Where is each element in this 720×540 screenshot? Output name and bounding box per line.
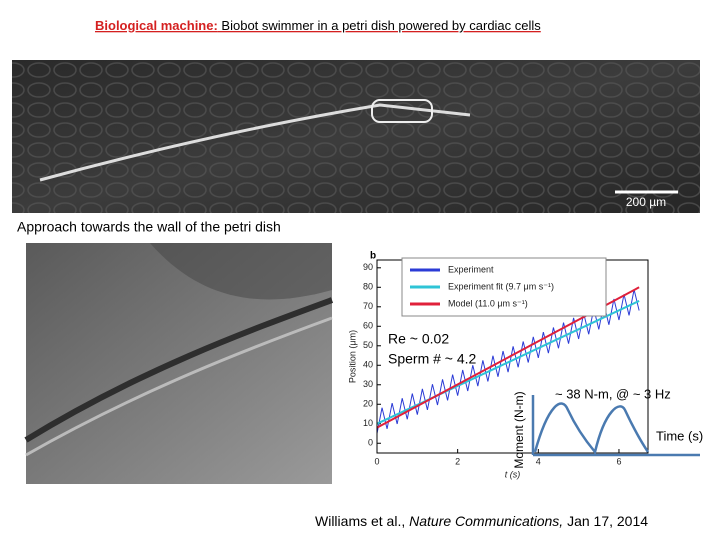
legend-label: Experiment fit (9.7 μm s⁻¹) bbox=[448, 281, 554, 291]
caption: Approach towards the wall of the petri d… bbox=[17, 219, 281, 235]
y-tick-label: 50 bbox=[363, 340, 373, 350]
swimmer-head bbox=[371, 99, 433, 123]
y-tick-label: 30 bbox=[363, 379, 373, 389]
legend-label: Experiment bbox=[448, 264, 494, 274]
annotation: Sperm # ~ 4.2 bbox=[388, 351, 477, 367]
x-tick-label: 2 bbox=[455, 456, 460, 466]
title-label-text: Biological machine: bbox=[95, 18, 218, 33]
chart: b 0 10 20 30 40 50 60 70 80 90 0 2 4 6 Position (μm) t (… bbox=[347, 251, 703, 480]
y-tick-label: 10 bbox=[363, 418, 373, 428]
x-tick-label: 6 bbox=[616, 456, 621, 466]
annotation: Re ~ 0.02 bbox=[388, 331, 449, 347]
inset-ylabel: Moment (N-m) bbox=[512, 391, 526, 468]
inset-title: ~ 38 N-m, @ ~ 3 Hz bbox=[555, 386, 671, 401]
x-axis-label: t (s) bbox=[505, 469, 521, 479]
y-tick-label: 60 bbox=[363, 321, 373, 331]
y-tick-label: 20 bbox=[363, 399, 373, 409]
y-tick-label: 0 bbox=[368, 438, 373, 448]
y-tick-label: 90 bbox=[363, 262, 373, 272]
citation-date: Jan 17, 2014 bbox=[563, 513, 648, 529]
y-tick-label: 80 bbox=[363, 282, 373, 292]
wall-edge bbox=[24, 297, 334, 443]
swimmer bbox=[39, 103, 471, 182]
legend-label: Model (11.0 μm s⁻¹) bbox=[448, 298, 528, 308]
y-tick-label: 40 bbox=[363, 360, 373, 370]
inset-curve bbox=[533, 402, 650, 455]
citation-journal: Nature Communications, bbox=[409, 513, 563, 529]
title-label: Biological machine: Biobot swimmer in a … bbox=[95, 18, 541, 33]
title: Biobot swimmer in a petri dish powered b… bbox=[218, 18, 541, 33]
inset-xlabel: Time (s) bbox=[656, 428, 703, 443]
y-axis-label: Position (μm) bbox=[347, 330, 357, 383]
wall-edge-light bbox=[25, 316, 333, 457]
x-tick-label: 0 bbox=[374, 456, 379, 466]
y-tick-label: 70 bbox=[363, 301, 373, 311]
wall-shadow bbox=[150, 243, 332, 300]
cell-texture bbox=[12, 60, 700, 213]
panel-label: b bbox=[370, 251, 376, 262]
x-tick-label: 4 bbox=[536, 456, 541, 466]
scale-bar-label: 200 µm bbox=[626, 195, 666, 209]
citation: Williams et al., Nature Communications, … bbox=[315, 513, 648, 529]
citation-authors: Williams et al., bbox=[315, 513, 409, 529]
